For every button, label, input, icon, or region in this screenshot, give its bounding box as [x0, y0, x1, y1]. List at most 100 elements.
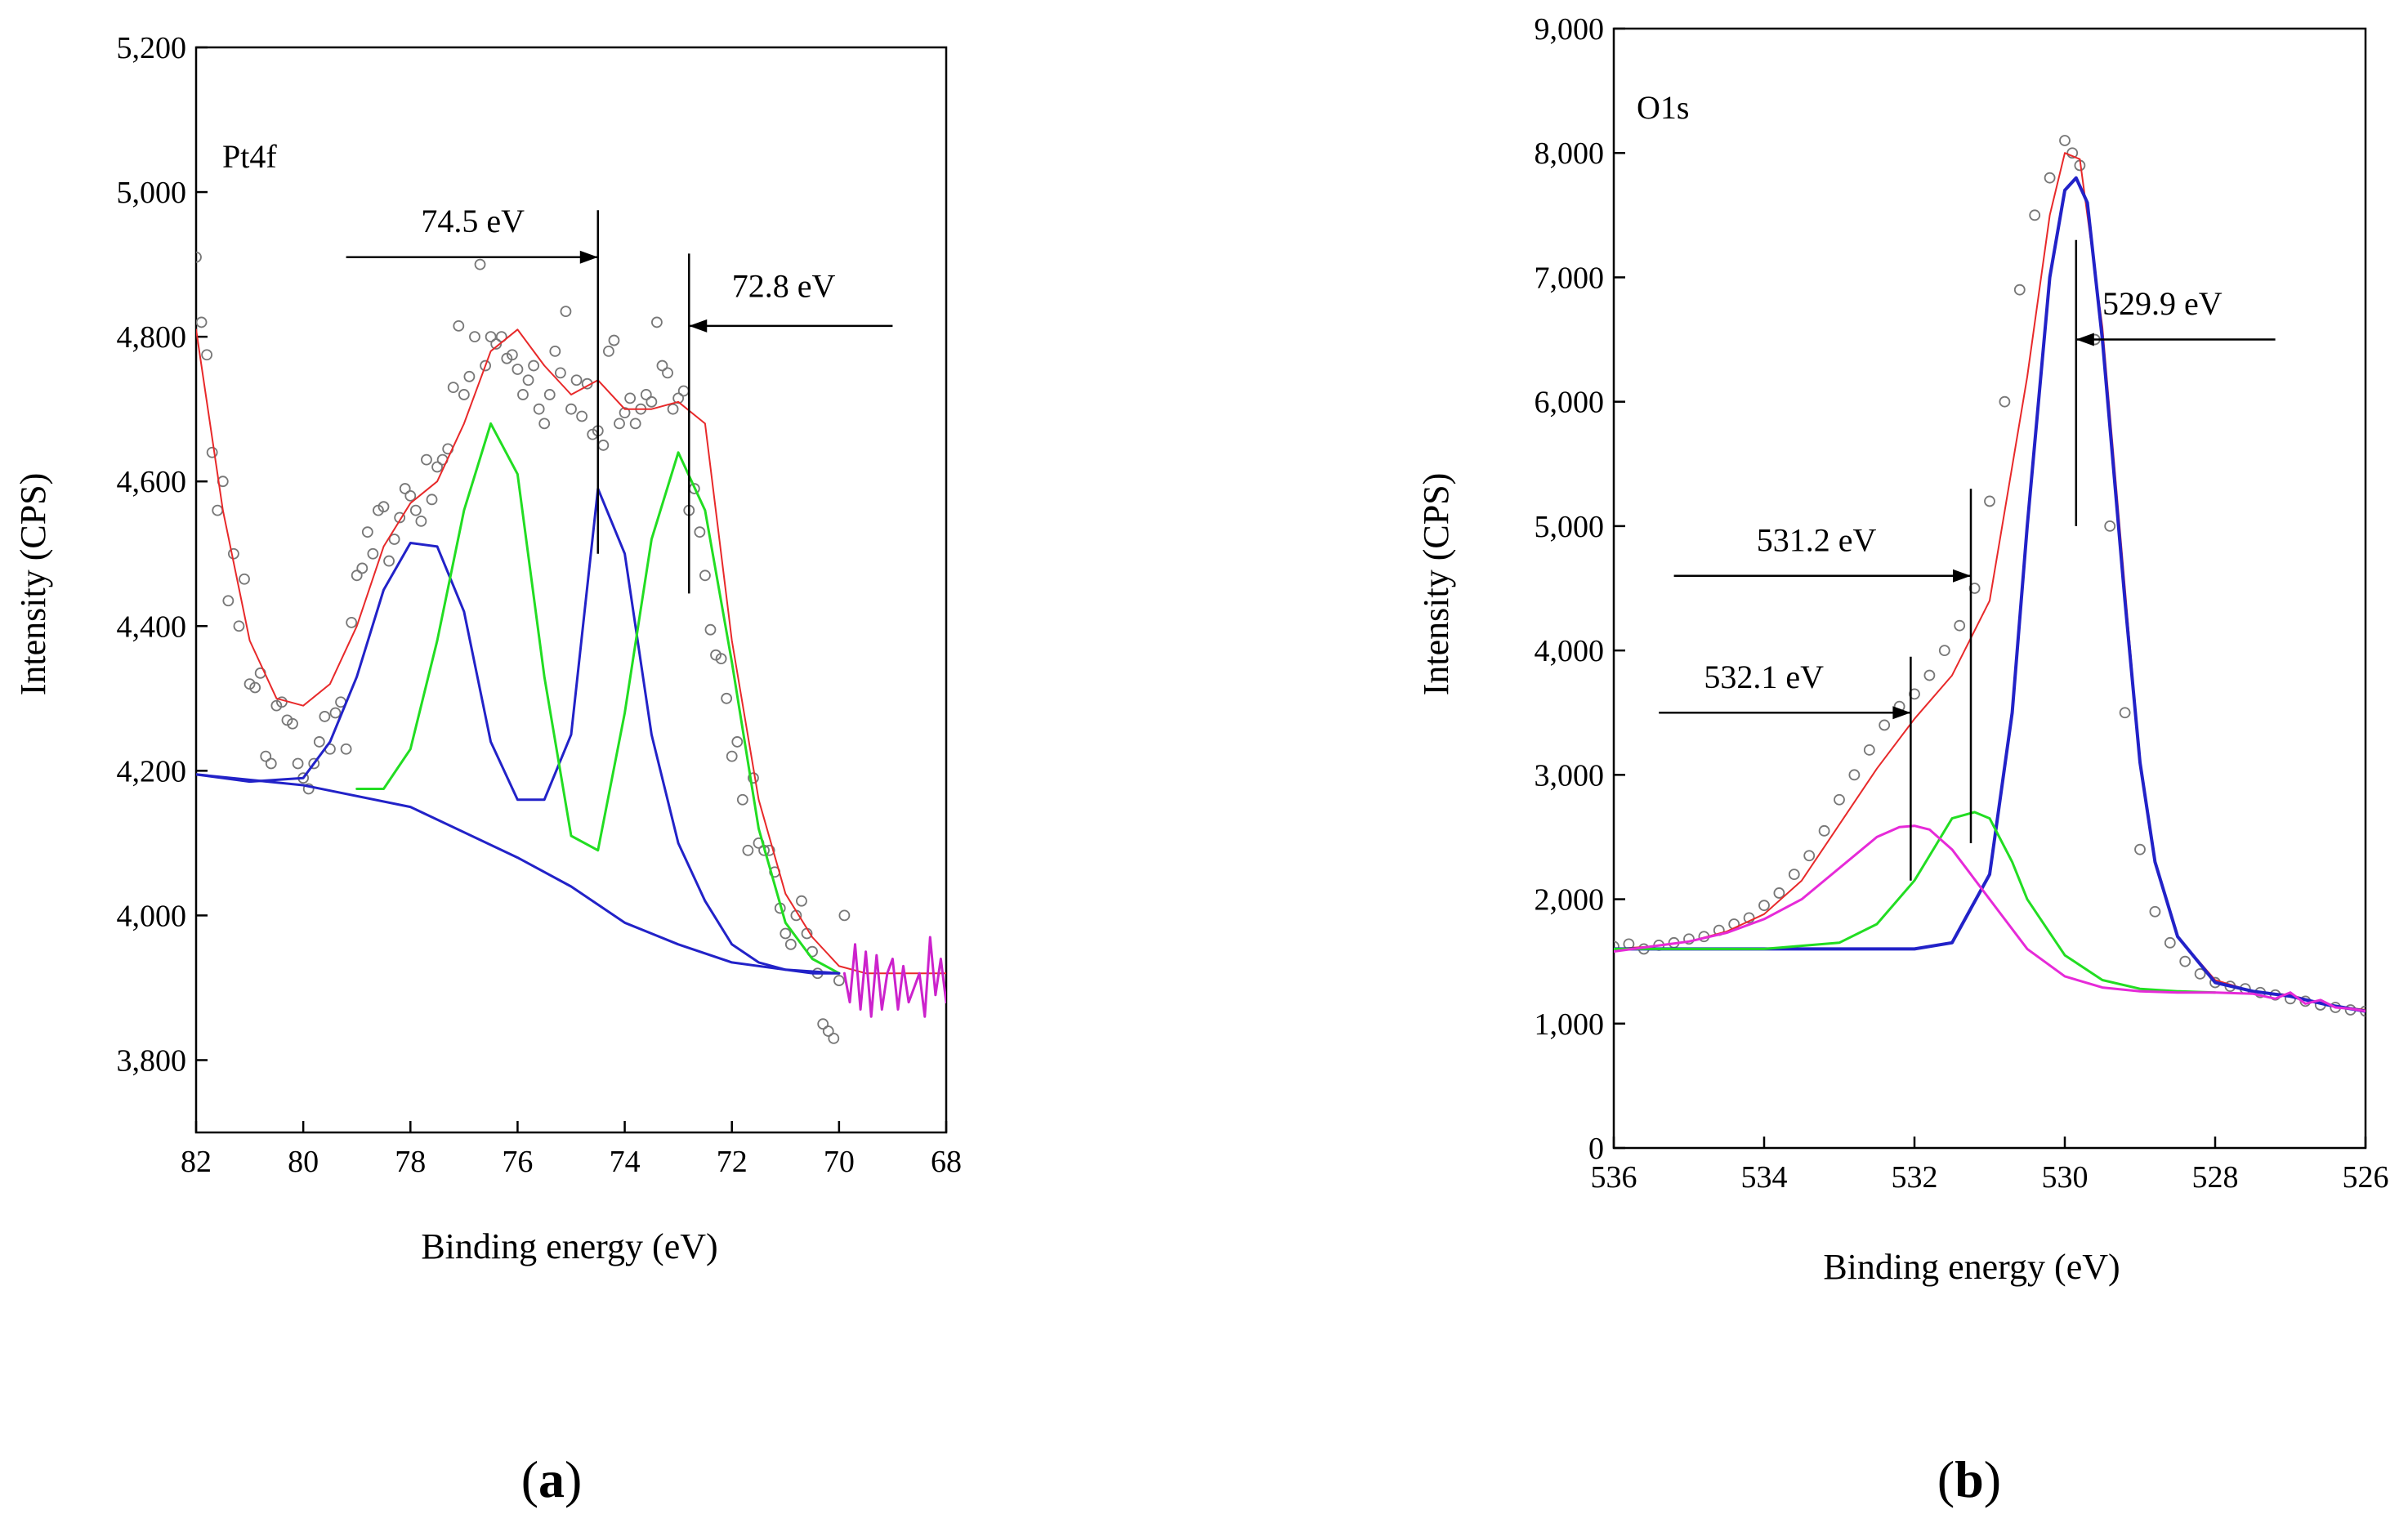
panel-a-y-tick-label: 4,200: [117, 754, 187, 788]
panel-a-data-point: [522, 374, 534, 386]
panel-b-y-tick-label: 1,000: [1535, 1007, 1605, 1042]
panel-a-data-point: [570, 374, 583, 386]
panel-b-annotation-label: 531.2 eV: [1757, 521, 1877, 558]
panel-a-data-point: [196, 316, 208, 328]
panel-a-data-point: [329, 707, 342, 719]
panel-a-data-point: [367, 547, 379, 560]
panel-b-data-point: [1954, 619, 1966, 632]
panel-b-data-point: [1938, 645, 1950, 657]
panel-b-data-point: [1968, 583, 1981, 594]
caption-b-letter: b: [1955, 1450, 1984, 1508]
caption-a: (a): [521, 1450, 583, 1508]
panel-a-y-tick-label: 4,800: [117, 320, 187, 355]
panel-b-data-point: [1999, 395, 2011, 408]
panel-a-data-point: [748, 772, 759, 784]
panel-a-y-tick-label: 5,000: [117, 176, 187, 210]
panel-b-data-point: [2029, 209, 2041, 221]
panel-a-data-point: [603, 345, 614, 357]
panel-a-data-point: [543, 389, 556, 400]
panel-b-data-point: [2013, 284, 2026, 296]
panel-a-series-peak-2-pt-4f-green: [355, 422, 841, 975]
panel-a-data-point: [313, 736, 325, 748]
panel-a-data-point: [512, 364, 524, 375]
panel-b-o1s-chart: 536 534 532 530 528 526 0 1,000 2,000 3,000 4,000 5…: [1416, 12, 2389, 1287]
panel-b-data-point: [1879, 719, 1891, 731]
panel-b-annotation-arrowhead: [1953, 569, 1971, 583]
panel-b-annotation-label: 532.1 eV: [1704, 659, 1824, 695]
panel-a-data-point: [784, 938, 797, 950]
panel-a-data-point: [340, 743, 352, 755]
panel-a-data-point: [506, 349, 518, 361]
panel-a-data-point: [715, 653, 727, 665]
panel-a-series-noise-tail: [842, 936, 946, 1018]
panel-b-data-point: [1863, 744, 1875, 756]
panel-a-data-point: [260, 750, 272, 762]
panel-a-data-point: [694, 526, 706, 538]
panel-a-data-point: [833, 975, 845, 986]
panel-a-x-tick-label: 72: [717, 1145, 748, 1179]
panel-a-data-point: [265, 757, 277, 770]
panel-a-data-point: [249, 681, 261, 694]
panel-b-y-tick-label: 4,000: [1535, 634, 1605, 668]
panel-a-data-point: [415, 515, 427, 527]
panel-a-data-point: [302, 783, 315, 795]
panel-a-data-point: [538, 418, 551, 430]
panel-a-data-point: [308, 757, 320, 770]
panel-a-data-point: [822, 1025, 834, 1037]
panel-a-x-tick-label: 78: [395, 1145, 426, 1179]
caption-b-close: ): [1984, 1450, 2001, 1508]
panel-a-data-point: [399, 483, 411, 494]
panel-a-y-tick-label: 4,000: [117, 899, 187, 933]
panel-a-data-point: [614, 418, 625, 430]
panel-a-data-point: [796, 895, 807, 907]
panel-a-data-point: [212, 504, 224, 516]
panel-a-data-point: [533, 403, 545, 415]
panel-b-data-point: [1683, 933, 1695, 945]
panel-b-x-tick-label: 536: [1591, 1160, 1637, 1195]
panel-b-data-point: [2149, 905, 2161, 918]
panel-a-x-tick-label: 80: [288, 1145, 319, 1179]
panel-a-data-point: [608, 334, 620, 346]
panel-a-y-tick-label: 3,800: [117, 1043, 187, 1078]
panel-a-data-point: [356, 562, 369, 574]
panel-b-data-point: [2134, 843, 2146, 855]
panel-a-data-point: [704, 623, 717, 636]
panel-a-data-point: [528, 360, 539, 372]
panel-a-data-point: [383, 555, 395, 567]
panel-b-data-point: [1848, 769, 1861, 781]
panel-a-data-point: [346, 616, 358, 628]
panel-a-data-point: [426, 494, 438, 506]
panel-b-series-envelope: [1614, 152, 2366, 1011]
panel-b-data-point: [1984, 495, 1995, 507]
panel-b-data-point: [1909, 688, 1920, 700]
panel-b-annotation-label: 529.9 eV: [2102, 285, 2223, 322]
panel-a-data-point: [469, 331, 480, 343]
panel-a-data-point: [388, 534, 400, 545]
panel-a-data-point: [828, 1033, 840, 1044]
caption-a-open: (: [521, 1450, 538, 1508]
panel-b-data-point: [1788, 869, 1800, 881]
panel-a-series-background: [196, 773, 841, 975]
caption-a-letter: a: [538, 1450, 565, 1508]
caption-a-close: ): [565, 1450, 582, 1508]
panel-a-data-point: [196, 251, 202, 263]
panel-b-y-tick-label: 9,000: [1535, 12, 1605, 47]
panel-b-series-group: [1614, 135, 2366, 1017]
panel-a-data-point: [227, 547, 239, 560]
panel-a-data-point: [421, 453, 432, 466]
panel-a-x-tick-label: 74: [610, 1145, 641, 1179]
panel-a-data-point: [662, 367, 673, 379]
panel-a-data-point: [672, 392, 685, 404]
panel-a-data-point: [480, 360, 491, 372]
panel-a-data-point: [576, 410, 588, 422]
panel-a-data-point: [838, 909, 851, 922]
panel-a-data-point: [447, 382, 459, 394]
panel-a-annotation-arrowhead: [579, 250, 598, 264]
panel-a-data-point: [378, 501, 390, 513]
panel-b-data-point: [1743, 912, 1755, 924]
panel-a-data-point: [560, 306, 572, 318]
panel-b-series-hydroxyl-o-magenta: [1614, 824, 2366, 1013]
panel-a-data-point: [554, 367, 566, 379]
panel-a-y-tick-label: 5,200: [117, 31, 187, 65]
panel-b-x-tick-label: 534: [1741, 1160, 1788, 1195]
